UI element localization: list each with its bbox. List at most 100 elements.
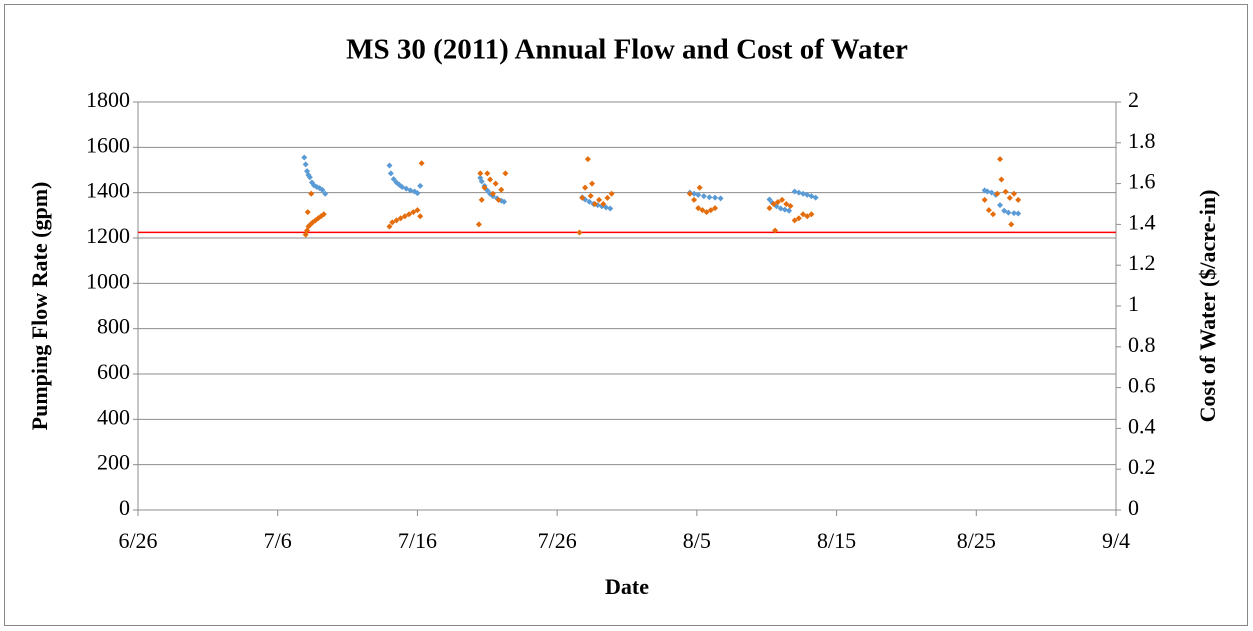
data-point (414, 190, 421, 197)
chart-title: MS 30 (2011) Annual Flow and Cost of Wat… (346, 34, 908, 66)
data-point (795, 189, 802, 196)
data-point (774, 198, 781, 205)
y-tick-label: 1800 (86, 87, 130, 112)
x-axis-title: Date (605, 574, 649, 599)
data-point (407, 187, 414, 194)
data-point (406, 211, 413, 218)
data-point (770, 201, 777, 207)
data-point (484, 170, 491, 177)
data-point (779, 196, 786, 203)
data-point (576, 229, 583, 236)
data-point (1011, 210, 1018, 217)
data-point (786, 207, 793, 214)
data-point (695, 191, 702, 198)
data-point (477, 170, 484, 177)
data-point (582, 184, 589, 191)
data-point (591, 201, 598, 207)
y-axis-title: Pumping Flow Rate (gpm) (27, 182, 52, 431)
y2-tick-label: 1.6 (1128, 169, 1156, 194)
data-point (475, 221, 482, 228)
data-point (495, 196, 502, 203)
data-point (587, 192, 594, 199)
y-tick-label: 1400 (86, 178, 130, 203)
data-point (487, 176, 494, 183)
y-tick-label: 1200 (86, 223, 130, 248)
data-point (791, 217, 798, 224)
data-point (386, 162, 393, 169)
data-point (706, 194, 713, 201)
data-point (791, 188, 798, 195)
data-point (308, 190, 315, 197)
data-point (306, 174, 313, 181)
data-point (766, 205, 773, 212)
data-point (418, 160, 425, 167)
y-tick-label: 800 (97, 314, 130, 339)
data-point (781, 206, 788, 213)
data-point (994, 190, 1001, 197)
data-point (478, 196, 485, 203)
data-point (403, 185, 410, 192)
data-point (812, 194, 819, 201)
x-tick-label: 7/26 (538, 528, 577, 553)
y2-tick-label: 1.4 (1128, 209, 1156, 234)
data-point (695, 205, 702, 212)
x-tick-label: 9/4 (1102, 528, 1130, 553)
data-point (319, 186, 326, 193)
data-point (579, 194, 586, 201)
x-tick-label: 7/6 (264, 528, 292, 553)
data-point (800, 211, 807, 218)
data-point (1005, 209, 1012, 216)
data-point (492, 180, 499, 187)
data-point (703, 209, 710, 216)
data-point (696, 184, 703, 191)
data-point (498, 186, 505, 193)
data-point (386, 223, 393, 230)
x-tick-label: 8/25 (957, 528, 996, 553)
data-point (387, 170, 394, 177)
data-point (981, 196, 988, 203)
data-point (800, 190, 807, 197)
data-point (603, 204, 610, 211)
data-point (772, 227, 779, 234)
data-point (997, 156, 1004, 163)
y2-tick-label: 1 (1128, 291, 1139, 316)
data-point (988, 189, 995, 196)
data-point (795, 215, 802, 222)
data-point (717, 195, 724, 202)
data-point (804, 191, 811, 198)
y-tick-label: 400 (97, 404, 130, 429)
data-point (586, 198, 593, 205)
data-point (804, 213, 811, 220)
data-point (607, 205, 614, 212)
data-point (686, 190, 693, 197)
y2-tick-label: 0.2 (1128, 454, 1156, 479)
data-point (414, 207, 421, 214)
chart-frame (4, 4, 1248, 626)
x-tick-label: 8/15 (817, 528, 856, 553)
data-point (699, 207, 706, 214)
data-point (997, 202, 1004, 209)
y2-tick-label: 0.4 (1128, 413, 1156, 438)
data-point (766, 196, 773, 203)
data-point (401, 213, 408, 220)
data-point (417, 182, 424, 189)
data-point (783, 201, 790, 207)
y2-tick-label: 0.6 (1128, 373, 1156, 398)
data-point (1006, 194, 1013, 201)
data-point (998, 176, 1005, 183)
y2-tick-label: 2 (1128, 87, 1139, 112)
data-point (707, 207, 714, 214)
data-point (589, 180, 596, 187)
y-tick-label: 1000 (86, 268, 130, 293)
data-point (1011, 190, 1018, 197)
data-point (489, 190, 496, 197)
x-tick-label: 7/16 (398, 528, 437, 553)
data-point (584, 156, 591, 163)
data-point (481, 184, 488, 191)
y2-tick-label: 0 (1128, 495, 1139, 520)
data-point (808, 211, 815, 218)
data-point (320, 211, 327, 218)
data-point (389, 219, 396, 226)
data-point (984, 188, 991, 195)
